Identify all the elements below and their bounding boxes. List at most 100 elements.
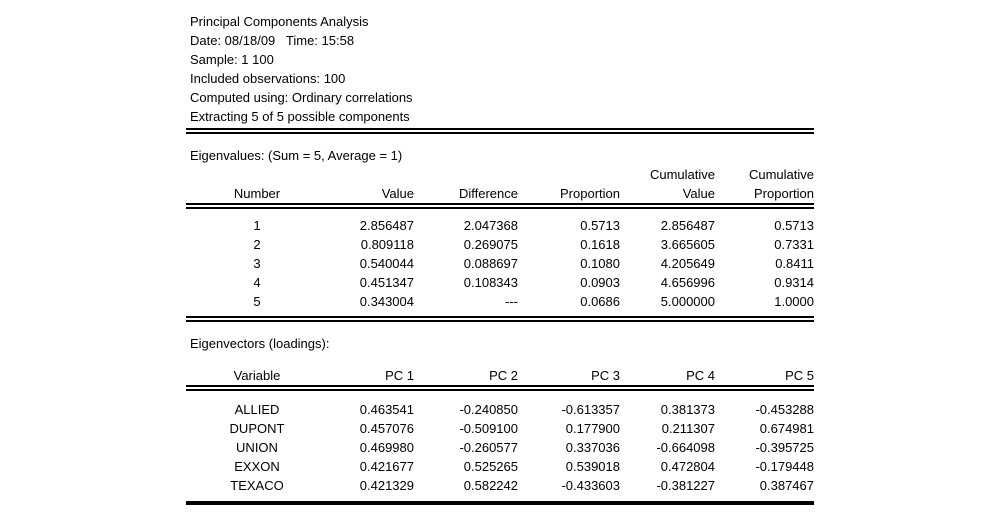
report-method: Computed using: Ordinary correlations (190, 90, 413, 105)
cell-proportion: 0.1080 (580, 256, 620, 271)
loading-row: EXXON 0.421677 0.525265 0.539018 0.47280… (186, 457, 814, 476)
cell-cumulative-proportion: 0.9314 (774, 275, 814, 290)
cell-pc1: 0.469980 (359, 440, 414, 455)
col-header-cumulative-proportion-top: Cumulative (748, 167, 814, 182)
report-date-time: Date: 08/18/09 Time: 15:58 (190, 33, 355, 48)
cell-proportion: 0.1618 (580, 237, 620, 252)
eigenvectors-section-title: Eigenvectors (loadings): (190, 336, 330, 351)
pca-report: Principal Components Analysis Date: 08/1… (186, 12, 814, 505)
cell-value: 0.343004 (328, 292, 414, 322)
cell-proportion: 0.5713 (580, 218, 620, 233)
cell-variable: EXXON (234, 459, 280, 474)
cell-number: 4 (253, 275, 261, 290)
eigenvalue-row: 3 0.540044 0.088697 0.1080 4.205649 0.84… (186, 254, 814, 273)
cell-pc4: 0.381373 (660, 402, 715, 417)
cell-pc1: 0.463541 (359, 402, 414, 417)
cell-pc5: -0.395725 (755, 440, 814, 455)
cell-difference: --- (414, 292, 518, 322)
cell-cumulative-value: 4.656996 (660, 275, 715, 290)
loading-row: UNION 0.469980 -0.260577 0.337036 -0.664… (186, 438, 814, 457)
cell-cumulative-proportion: 0.8411 (775, 256, 814, 271)
cell-value: 0.451347 (359, 275, 414, 290)
report-title: Principal Components Analysis (190, 14, 369, 29)
cell-pc3: -0.613357 (561, 402, 620, 417)
cell-pc2: -0.260577 (459, 440, 518, 455)
col-header-proportion: Proportion (518, 184, 620, 209)
cell-pc2: 0.582242 (414, 476, 518, 505)
cell-proportion: 0.0686 (518, 292, 620, 322)
cell-cumulative-value: 5.000000 (620, 292, 715, 322)
col-header-pc3: PC 3 (518, 353, 620, 391)
cell-difference: 2.047368 (463, 218, 518, 233)
col-header-pc5: PC 5 (715, 353, 814, 391)
cell-cumulative-proportion: 0.5713 (774, 218, 814, 233)
col-header-cumulative-value: Value (620, 184, 715, 209)
cell-difference: 0.269075 (463, 237, 518, 252)
eigenvalues-table-header: Cumulative Cumulative Number Value Diffe… (186, 165, 814, 209)
cell-difference: 0.088697 (463, 256, 518, 271)
report-observations: Included observations: 100 (190, 71, 346, 86)
eigenvalue-row: 2 0.809118 0.269075 0.1618 3.665605 0.73… (186, 235, 814, 254)
header-row-main: Number Value Difference Proportion Value… (186, 184, 814, 209)
cell-value: 0.809118 (360, 237, 414, 252)
cell-pc5: 0.387467 (715, 476, 814, 505)
cell-pc4: 0.211307 (661, 421, 715, 436)
cell-pc4: 0.472804 (660, 459, 715, 474)
cell-pc3: -0.433603 (518, 476, 620, 505)
cell-number: 2 (253, 237, 261, 252)
cell-proportion: 0.0903 (580, 275, 620, 290)
col-header-number: Number (186, 184, 328, 209)
report-header: Principal Components Analysis Date: 08/1… (186, 12, 814, 126)
cell-cumulative-proportion: 0.7331 (774, 237, 814, 252)
cell-pc1: 0.421329 (328, 476, 414, 505)
col-header-difference: Difference (414, 184, 518, 209)
col-header-variable: Variable (186, 353, 328, 391)
cell-pc3: 0.337036 (565, 440, 620, 455)
report-extraction: Extracting 5 of 5 possible components (190, 109, 410, 124)
eigenvectors-table-header: Variable PC 1 PC 2 PC 3 PC 4 PC 5 (186, 353, 814, 391)
cell-value: 0.540044 (359, 256, 414, 271)
col-header-pc1: PC 1 (328, 353, 414, 391)
cell-pc2: -0.509100 (459, 421, 518, 436)
cell-pc2: -0.240850 (459, 402, 518, 417)
eigenvectors-table: Variable PC 1 PC 2 PC 3 PC 4 PC 5 ALLIED… (186, 353, 814, 505)
col-header-value: Value (328, 184, 414, 209)
cell-variable: TEXACO (186, 476, 328, 505)
cell-cumulative-value: 2.856487 (660, 218, 715, 233)
eigenvalue-row: 5 0.343004 --- 0.0686 5.000000 1.0000 (186, 292, 814, 322)
cell-variable: DUPONT (229, 421, 285, 436)
col-header-pc2: PC 2 (414, 353, 518, 391)
loading-row: ALLIED 0.463541 -0.240850 -0.613357 0.38… (186, 388, 814, 419)
cell-cumulative-value: 3.665605 (660, 237, 715, 252)
cell-variable: ALLIED (234, 402, 280, 417)
cell-pc3: 0.539018 (565, 459, 620, 474)
cell-cumulative-proportion: 1.0000 (715, 292, 814, 322)
cell-pc5: -0.179448 (755, 459, 814, 474)
eigenvalue-row: 1 2.856487 2.047368 0.5713 2.856487 0.57… (186, 206, 814, 235)
cell-number: 1 (253, 218, 261, 233)
cell-pc5: 0.674981 (759, 421, 814, 436)
eigenvalues-table: Cumulative Cumulative Number Value Diffe… (186, 165, 814, 322)
cell-cumulative-value: 4.205649 (660, 256, 715, 271)
cell-pc4: -0.381227 (620, 476, 715, 505)
divider-top (186, 128, 814, 134)
cell-difference: 0.108343 (463, 275, 518, 290)
cell-pc1: 0.457076 (359, 421, 414, 436)
cell-variable: UNION (236, 440, 278, 455)
col-header-pc4: PC 4 (620, 353, 715, 391)
cell-pc5: -0.453288 (755, 402, 814, 417)
cell-pc4: -0.664098 (656, 440, 715, 455)
loading-row: DUPONT 0.457076 -0.509100 0.177900 0.211… (186, 419, 814, 438)
col-header-cumulative-value-top: Cumulative (649, 167, 715, 182)
cell-number: 3 (253, 256, 261, 271)
cell-value: 2.856487 (359, 218, 414, 233)
eigenvalue-row: 4 0.451347 0.108343 0.0903 4.656996 0.93… (186, 273, 814, 292)
report-sample: Sample: 1 100 (190, 52, 274, 67)
cell-pc1: 0.421677 (359, 459, 414, 474)
loading-row: TEXACO 0.421329 0.582242 -0.433603 -0.38… (186, 476, 814, 505)
eigenvalues-section-title: Eigenvalues: (Sum = 5, Average = 1) (190, 148, 403, 163)
col-header-cumulative-proportion: Proportion (715, 184, 814, 209)
header-row-pc: Variable PC 1 PC 2 PC 3 PC 4 PC 5 (186, 353, 814, 391)
cell-number: 5 (186, 292, 328, 322)
header-row-cumulative: Cumulative Cumulative (186, 165, 814, 184)
